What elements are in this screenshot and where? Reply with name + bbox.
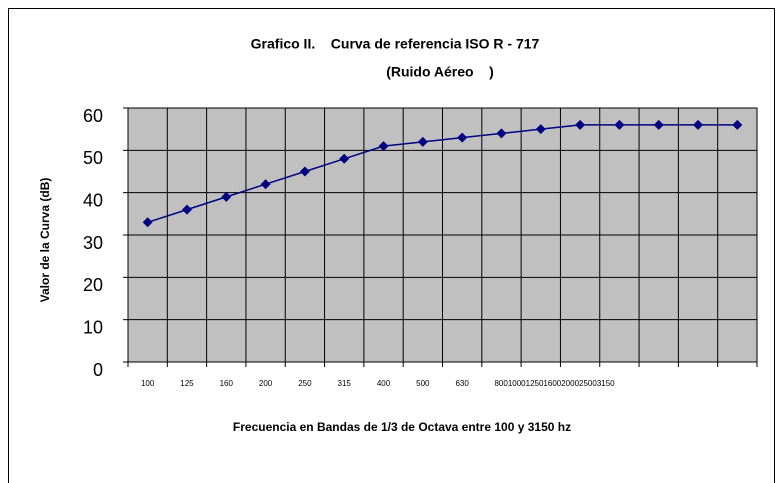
- data-point: [535, 124, 546, 135]
- data-point: [417, 136, 428, 147]
- x-tick-label: 200: [259, 379, 273, 388]
- data-point: [653, 119, 664, 130]
- x-tick-label: 800: [494, 379, 508, 388]
- x-tick-label: 630: [455, 379, 469, 388]
- x-tick-label: 100: [141, 379, 155, 388]
- data-point: [614, 119, 625, 130]
- y-tick-label: 30: [83, 233, 103, 253]
- y-tick-label: 10: [83, 317, 103, 337]
- x-tick-label: 3150: [597, 379, 615, 388]
- chart-subtitle: (Ruido Aéreo ): [386, 64, 494, 80]
- data-point: [693, 119, 704, 130]
- x-tick-label: 500: [416, 379, 430, 388]
- x-tick-label: 1600: [543, 379, 561, 388]
- x-tick-label: 2000: [561, 379, 579, 388]
- x-tick-label: 2500: [579, 379, 597, 388]
- data-point: [575, 119, 586, 130]
- y-tick-label: 60: [83, 106, 103, 126]
- y-axis-label: Valor de la Curva (dB): [38, 178, 52, 303]
- data-point: [339, 153, 350, 164]
- x-tick-label: 125: [180, 379, 194, 388]
- series-line: [147, 124, 738, 224]
- x-tick-label: 160: [220, 379, 234, 388]
- y-tick-label: 50: [83, 148, 103, 168]
- data-point: [260, 179, 271, 190]
- x-tick-label: 1250: [526, 379, 544, 388]
- data-point: [299, 166, 310, 177]
- data-point: [732, 119, 743, 130]
- x-tick-label: 250: [298, 379, 312, 388]
- data-point: [378, 141, 389, 152]
- y-tick-label: 0: [93, 360, 103, 380]
- x-tick-label: 400: [377, 379, 391, 388]
- x-tick-label: 1000: [508, 379, 526, 388]
- chart-title: Grafico II. Curva de referencia ISO R - …: [251, 36, 540, 52]
- data-point: [496, 128, 507, 139]
- x-axis-label: Frecuencia en Bandas de 1/3 de Octava en…: [233, 420, 571, 434]
- data-point: [142, 217, 153, 228]
- data-point: [181, 204, 192, 215]
- y-tick-label: 40: [83, 190, 103, 210]
- data-point: [457, 132, 468, 143]
- data-point: [221, 191, 232, 202]
- y-tick-label: 20: [83, 275, 103, 295]
- x-tick-label: 315: [338, 379, 352, 388]
